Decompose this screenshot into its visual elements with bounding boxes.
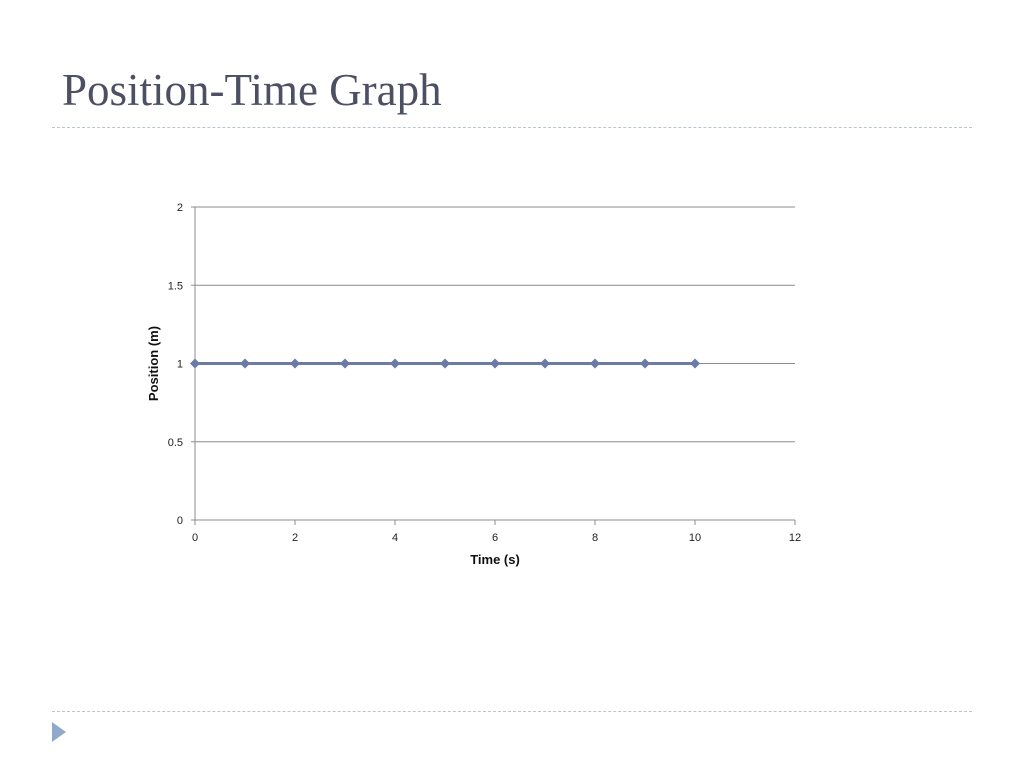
data-point-marker [540,358,550,369]
triangle-bullet-icon [52,722,66,742]
x-axis-title: Time (s) [470,552,520,567]
x-tick-label: 4 [392,532,398,544]
x-tick-label: 0 [192,532,198,544]
x-tick-label: 10 [689,532,701,544]
y-tick-label: 0 [177,515,183,527]
y-axis-title: Position (m) [146,326,161,401]
y-tick-label: 2 [177,202,183,214]
x-tick-label: 8 [592,532,598,544]
data-point-marker [340,358,350,369]
y-tick-label: 1 [177,359,183,371]
x-tick-label: 2 [292,532,298,544]
x-tick-label: 6 [492,532,498,544]
data-point-marker [640,358,650,369]
title-divider [52,127,972,128]
data-point-marker [390,358,400,369]
slide-title: Position-Time Graph [62,65,442,115]
data-point-marker [240,358,250,369]
data-point-marker [490,358,500,369]
footer-divider [52,711,972,712]
data-point-marker [690,358,700,369]
data-point-marker [290,358,300,369]
data-point-marker [590,358,600,369]
data-point-marker [440,358,450,369]
y-tick-label: 0.5 [168,437,183,449]
data-point-marker [190,358,200,369]
x-tick-label: 12 [789,532,801,544]
y-tick-label: 1.5 [168,280,183,292]
